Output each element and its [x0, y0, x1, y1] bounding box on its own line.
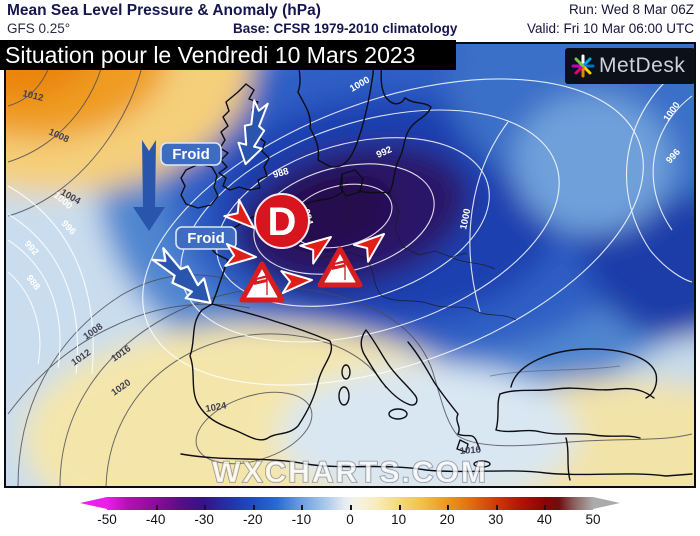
- climatology-base-label: Base: CFSR 1979-2010 climatology: [233, 21, 458, 36]
- wind-warning-sign-1: [239, 261, 285, 303]
- weather-map: 1012 1008 1004 1000 996 992 988 988 984 …: [4, 42, 696, 488]
- situation-banner: Situation pour le Vendredi 10 Mars 2023: [0, 40, 456, 70]
- low-pressure-marker: D: [254, 193, 310, 249]
- run-time-label: Run: Wed 8 Mar 06Z: [568, 2, 694, 17]
- cold-label-froid-2: Froid: [175, 226, 237, 250]
- anomaly-colorbar: -50 -40 -30 -20 -10 0 10 20 30 40 50: [80, 497, 620, 533]
- colorbar-label: -30: [194, 512, 214, 527]
- metdesk-logo: MetDesk: [565, 48, 695, 84]
- colorbar-tick: [301, 505, 304, 510]
- colorbar-label: 0: [346, 512, 354, 527]
- wind-warning-sign-2: [317, 246, 363, 288]
- watermark: WXCHARTS.COM: [212, 456, 488, 486]
- valid-time-label: Valid: Fri 10 Mar 06:00 UTC: [526, 21, 694, 36]
- colorbar-tick: [544, 505, 547, 510]
- contour-label: 1016: [459, 445, 481, 457]
- colorbar-tick: [204, 505, 207, 510]
- colorbar-right-arrow: [593, 497, 620, 509]
- contour-label: 1024: [205, 400, 228, 415]
- colorbar-label: -20: [243, 512, 263, 527]
- colorbar-label: 40: [536, 512, 552, 527]
- contour-label: 988: [272, 166, 290, 181]
- colorbar-left-arrow: [80, 497, 107, 509]
- colorbar-tick: [350, 505, 352, 510]
- colorbar-label: 50: [585, 512, 601, 527]
- cold-air-arrows: [133, 98, 274, 314]
- colorbar-label: 10: [391, 512, 407, 527]
- weather-map-canvas: 1012 1008 1004 1000 996 992 988 988 984 …: [6, 44, 694, 486]
- svg-text:D: D: [268, 200, 297, 244]
- cold-arrow-icon: [133, 140, 165, 231]
- colorbar-tick: [495, 505, 498, 510]
- colorbar-label: -10: [291, 512, 312, 527]
- colorbar-label: -50: [97, 512, 117, 527]
- contour-label: 1000: [458, 208, 473, 231]
- svg-text:Froid: Froid: [172, 146, 210, 163]
- page-title: Mean Sea Level Pressure & Anomaly (hPa): [7, 2, 321, 19]
- colorbar-gradient: [107, 497, 593, 510]
- model-label: GFS 0.25°: [7, 21, 71, 36]
- colorbar-tick: [155, 505, 158, 510]
- colorbar-label: 20: [439, 512, 455, 527]
- colorbar-tick: [447, 505, 450, 510]
- metdesk-burst-icon: [571, 54, 595, 78]
- colorbar-label: 30: [488, 512, 504, 527]
- cold-label-froid-1: Froid: [160, 142, 222, 166]
- colorbar-tick: [398, 505, 401, 510]
- colorbar-tick: [252, 505, 255, 510]
- metdesk-logo-text: MetDesk: [599, 54, 686, 77]
- colorbar-label: -40: [145, 512, 166, 527]
- contour-label: 1012: [21, 88, 44, 104]
- coastlines: [180, 44, 693, 481]
- svg-text:Froid: Froid: [187, 230, 225, 247]
